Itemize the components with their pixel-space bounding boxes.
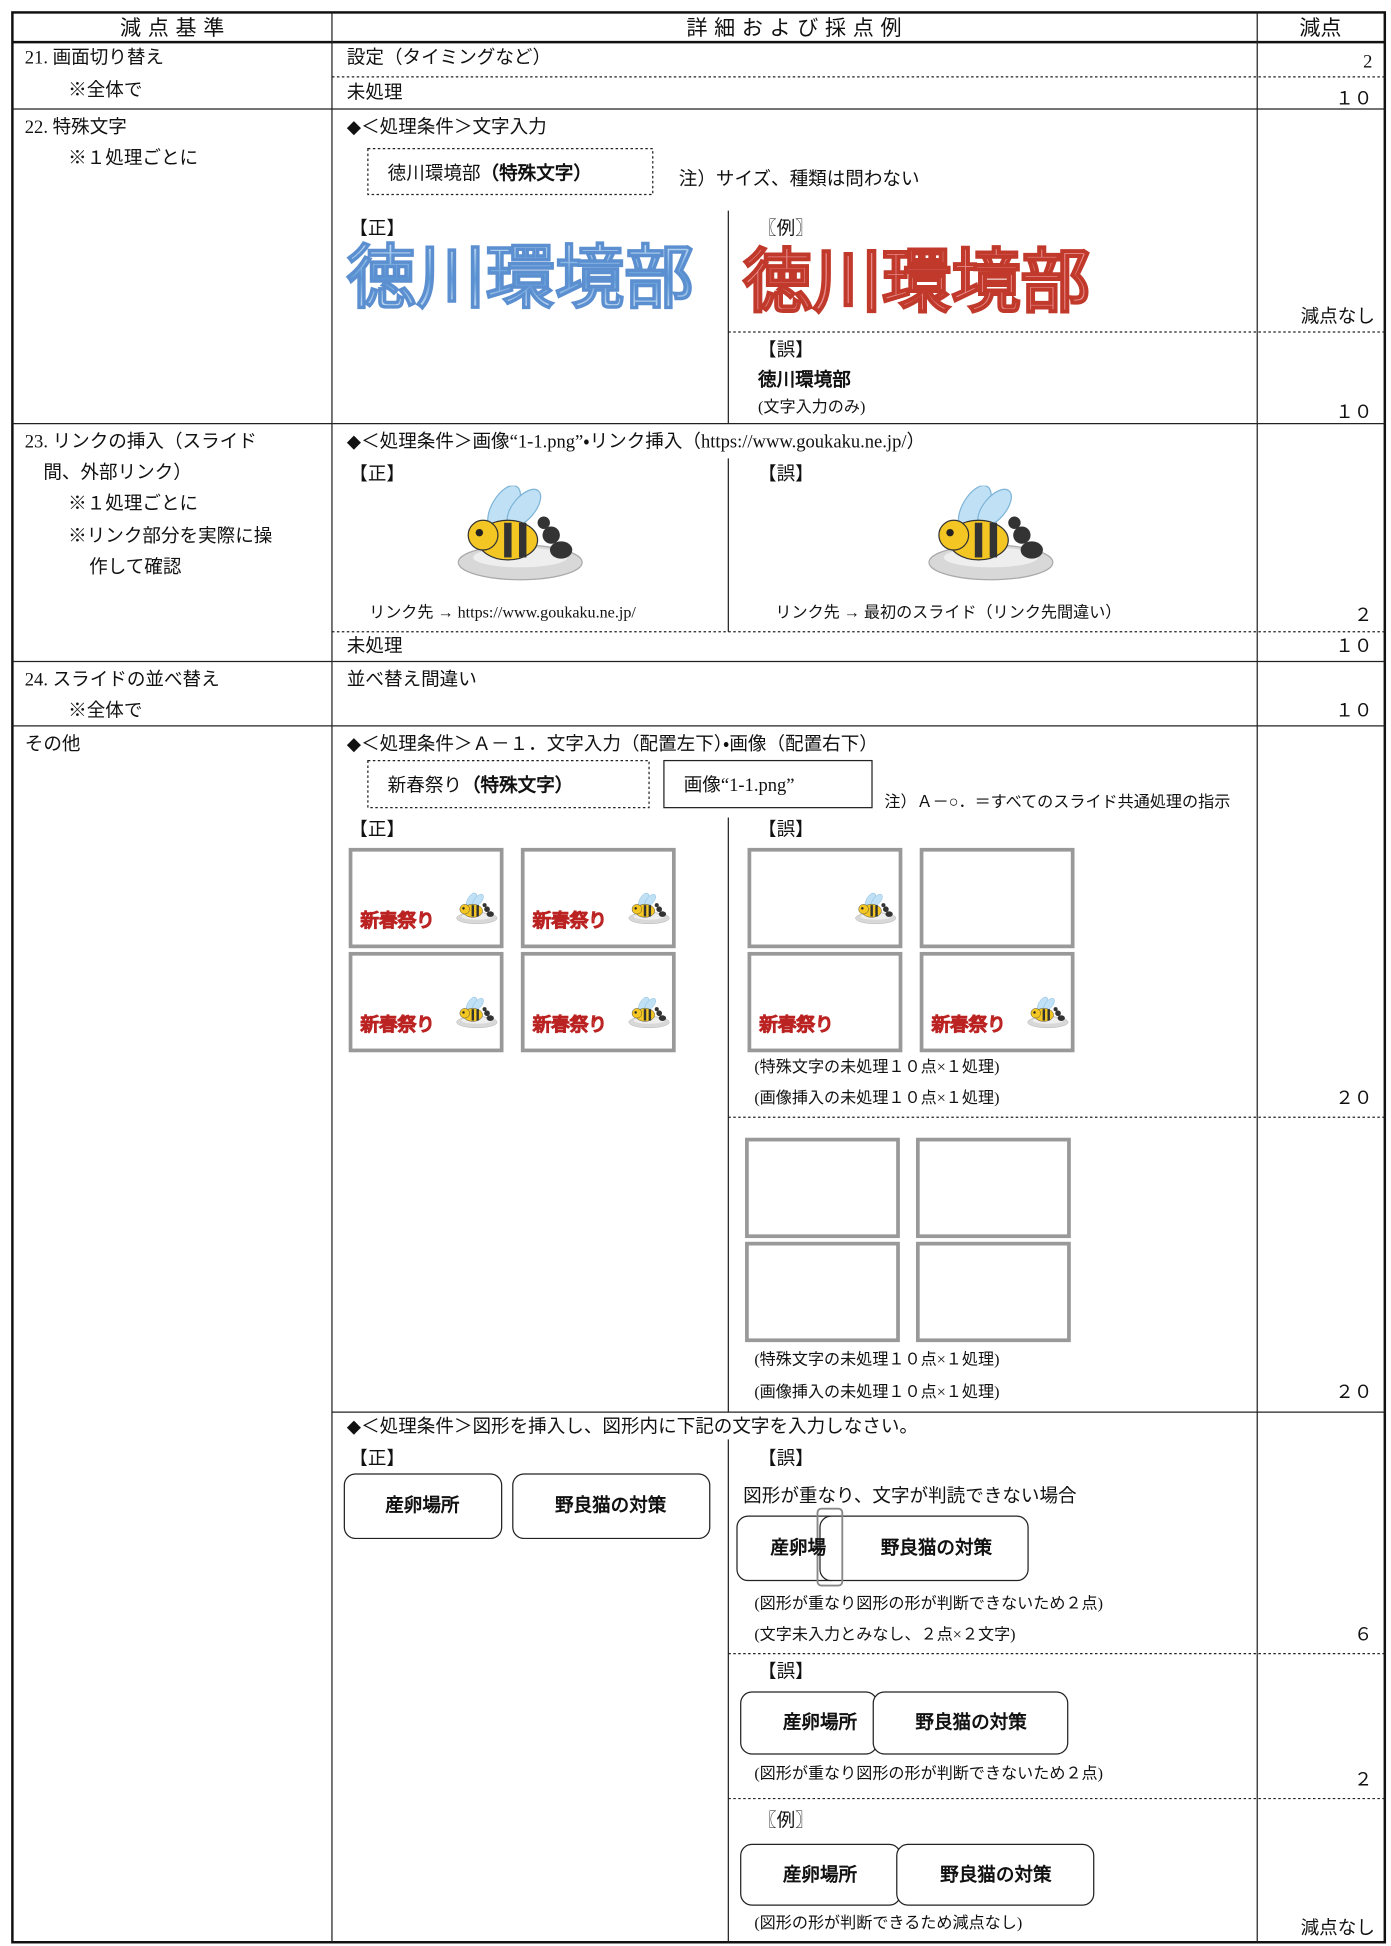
note: 注）Ａ－○．＝すべてのスライド共通処理の指示 xyxy=(884,793,1230,811)
points: 減点なし xyxy=(1301,1918,1375,1939)
note: (文字未入力とみなし、２点×２文字) xyxy=(754,1626,1015,1644)
detail: 未処理 xyxy=(347,636,403,657)
points: ２０ xyxy=(1335,1382,1372,1403)
note: (特殊文字の未処理１０点×１処理) xyxy=(754,1351,999,1369)
label-example: 〖例〗 xyxy=(758,219,814,240)
slide-thumbnail xyxy=(915,1241,1071,1343)
slide-thumbnail xyxy=(919,847,1075,949)
box-text: 新春祭り（特殊文字） xyxy=(388,774,574,796)
points: １０ xyxy=(1335,701,1372,722)
label-wrong: 【誤】 xyxy=(758,1662,814,1683)
condition: ◆＜処理条件＞Ａ－１．文字入力（配置左下）・画像（配置右下） xyxy=(347,734,878,755)
column-header: 減 点 基 準 xyxy=(120,15,224,40)
table-grid xyxy=(11,11,1387,1944)
points: １０ xyxy=(1335,636,1372,657)
criterion-note: ※１処理ごとに xyxy=(68,494,198,515)
shape-text: 野良猫の対策 xyxy=(881,1537,993,1559)
label-wrong: 【誤】 xyxy=(758,340,814,361)
detail: 未処理 xyxy=(347,82,403,103)
criterion: 23. リンクの挿入（スライド xyxy=(25,432,257,453)
points: １０ xyxy=(1335,402,1372,423)
criterion-note: ※１処理ごとに xyxy=(68,148,198,169)
criterion: その他 xyxy=(25,734,81,755)
slide-title: 新春祭り xyxy=(359,910,434,932)
slide-title: 新春祭り xyxy=(930,1014,1005,1036)
label-wrong: 【誤】 xyxy=(758,1449,814,1470)
criterion: 間、外部リンク） xyxy=(43,463,192,484)
slide-title: 新春祭り xyxy=(532,1014,607,1036)
points: ６ xyxy=(1354,1625,1373,1646)
condition: ◆＜処理条件＞文字入力 xyxy=(347,117,547,138)
condition: ◆＜処理条件＞図形を挿入し、図形内に下記の文字を入力しなさい。 xyxy=(347,1416,918,1437)
label-correct: 【正】 xyxy=(349,219,405,240)
column-header: 詳 細 お よ び 採 点 例 xyxy=(686,15,901,40)
shape-text: 産卵場 xyxy=(770,1537,826,1559)
criterion-note: ※全体で xyxy=(68,80,142,101)
bee-image xyxy=(928,485,1054,581)
note: (図形が重なり図形の形が判断できないため２点) xyxy=(754,1764,1103,1782)
slide-thumbnail xyxy=(915,1137,1071,1239)
slide-thumbnail xyxy=(348,951,504,1053)
criterion: 24. スライドの並べ替え xyxy=(25,670,220,691)
slide-title: 新春祭り xyxy=(532,910,607,932)
slide-thumbnail xyxy=(745,1241,900,1343)
box-text: 画像“1-1.png” xyxy=(684,775,795,796)
note: 注）サイズ、種類は問わない xyxy=(679,169,920,190)
shape-text: 野良猫の対策 xyxy=(940,1864,1052,1886)
column-header: 減点 xyxy=(1299,15,1341,40)
shape-text: 野良猫の対策 xyxy=(915,1712,1027,1734)
points: ２ xyxy=(1354,1769,1373,1790)
label-wrong: 【誤】 xyxy=(758,464,814,485)
label-correct: 【正】 xyxy=(349,819,405,840)
note: (図形が重なり図形の形が判断できないため２点) xyxy=(754,1595,1103,1613)
detail: 設定（タイミングなど） xyxy=(347,48,551,69)
criterion-note: ※全体で xyxy=(68,701,142,722)
box-text-bold: （特殊文字） xyxy=(481,162,592,184)
detail: 図形が重なり、文字が判読できない場合 xyxy=(743,1486,1077,1507)
label-wrong: 【誤】 xyxy=(758,819,814,840)
note: (画像挿入の未処理１０点×１処理) xyxy=(754,1383,999,1401)
note: (図形の形が判断できるため減点なし) xyxy=(754,1914,1022,1932)
word-art: 徳川環境部 xyxy=(742,242,1090,322)
shape-text: 産卵場所 xyxy=(385,1495,460,1517)
points: 2 xyxy=(1363,51,1372,72)
word-art: 徳川環境部 xyxy=(346,239,694,319)
note: リンク先 → https://www.goukaku.ne.jp/ xyxy=(369,604,636,622)
note: (画像挿入の未処理１０点×１処理) xyxy=(754,1089,999,1107)
points: ２ xyxy=(1354,605,1373,626)
slide-title: 新春祭り xyxy=(359,1014,434,1036)
box-text-part: 新春祭り xyxy=(388,775,462,796)
points: 減点なし xyxy=(1301,307,1375,328)
shape-text: 産卵場所 xyxy=(783,1864,858,1886)
note: (特殊文字の未処理１０点×１処理) xyxy=(754,1058,999,1076)
box-text-part: 徳川環境部 xyxy=(388,163,481,184)
condition: ◆＜処理条件＞画像“1-1.png”・リンク挿入（https://www.gou… xyxy=(347,432,925,453)
detail: 並べ替え間違い xyxy=(347,670,477,691)
box-text-bold: （特殊文字） xyxy=(462,774,573,796)
bee-image xyxy=(457,485,583,581)
shape-text: 野良猫の対策 xyxy=(555,1495,667,1517)
slide-title: 新春祭り xyxy=(758,1014,833,1036)
slide-thumbnail xyxy=(745,1137,900,1239)
box-text: 徳川環境部（特殊文字） xyxy=(388,162,592,184)
slide-thumbnail xyxy=(747,951,903,1053)
label-correct: 【正】 xyxy=(349,1449,405,1470)
label-correct: 【正】 xyxy=(349,464,405,485)
criterion-note: 作して確認 xyxy=(89,557,182,578)
criterion-note: ※リンク部分を実際に操 xyxy=(68,526,272,547)
criterion: 21. 画面切り替え xyxy=(25,48,164,69)
note: (文字入力のみ) xyxy=(758,398,865,416)
shape-text: 産卵場所 xyxy=(783,1712,858,1734)
note: リンク先 → 最初のスライド（リンク先間違い） xyxy=(775,604,1121,622)
criterion: 22. 特殊文字 xyxy=(25,117,127,138)
points: ２０ xyxy=(1335,1088,1372,1109)
points: １０ xyxy=(1335,89,1372,110)
detail: 徳川環境部 xyxy=(757,369,851,391)
label-example: 〖例〗 xyxy=(758,1810,814,1831)
